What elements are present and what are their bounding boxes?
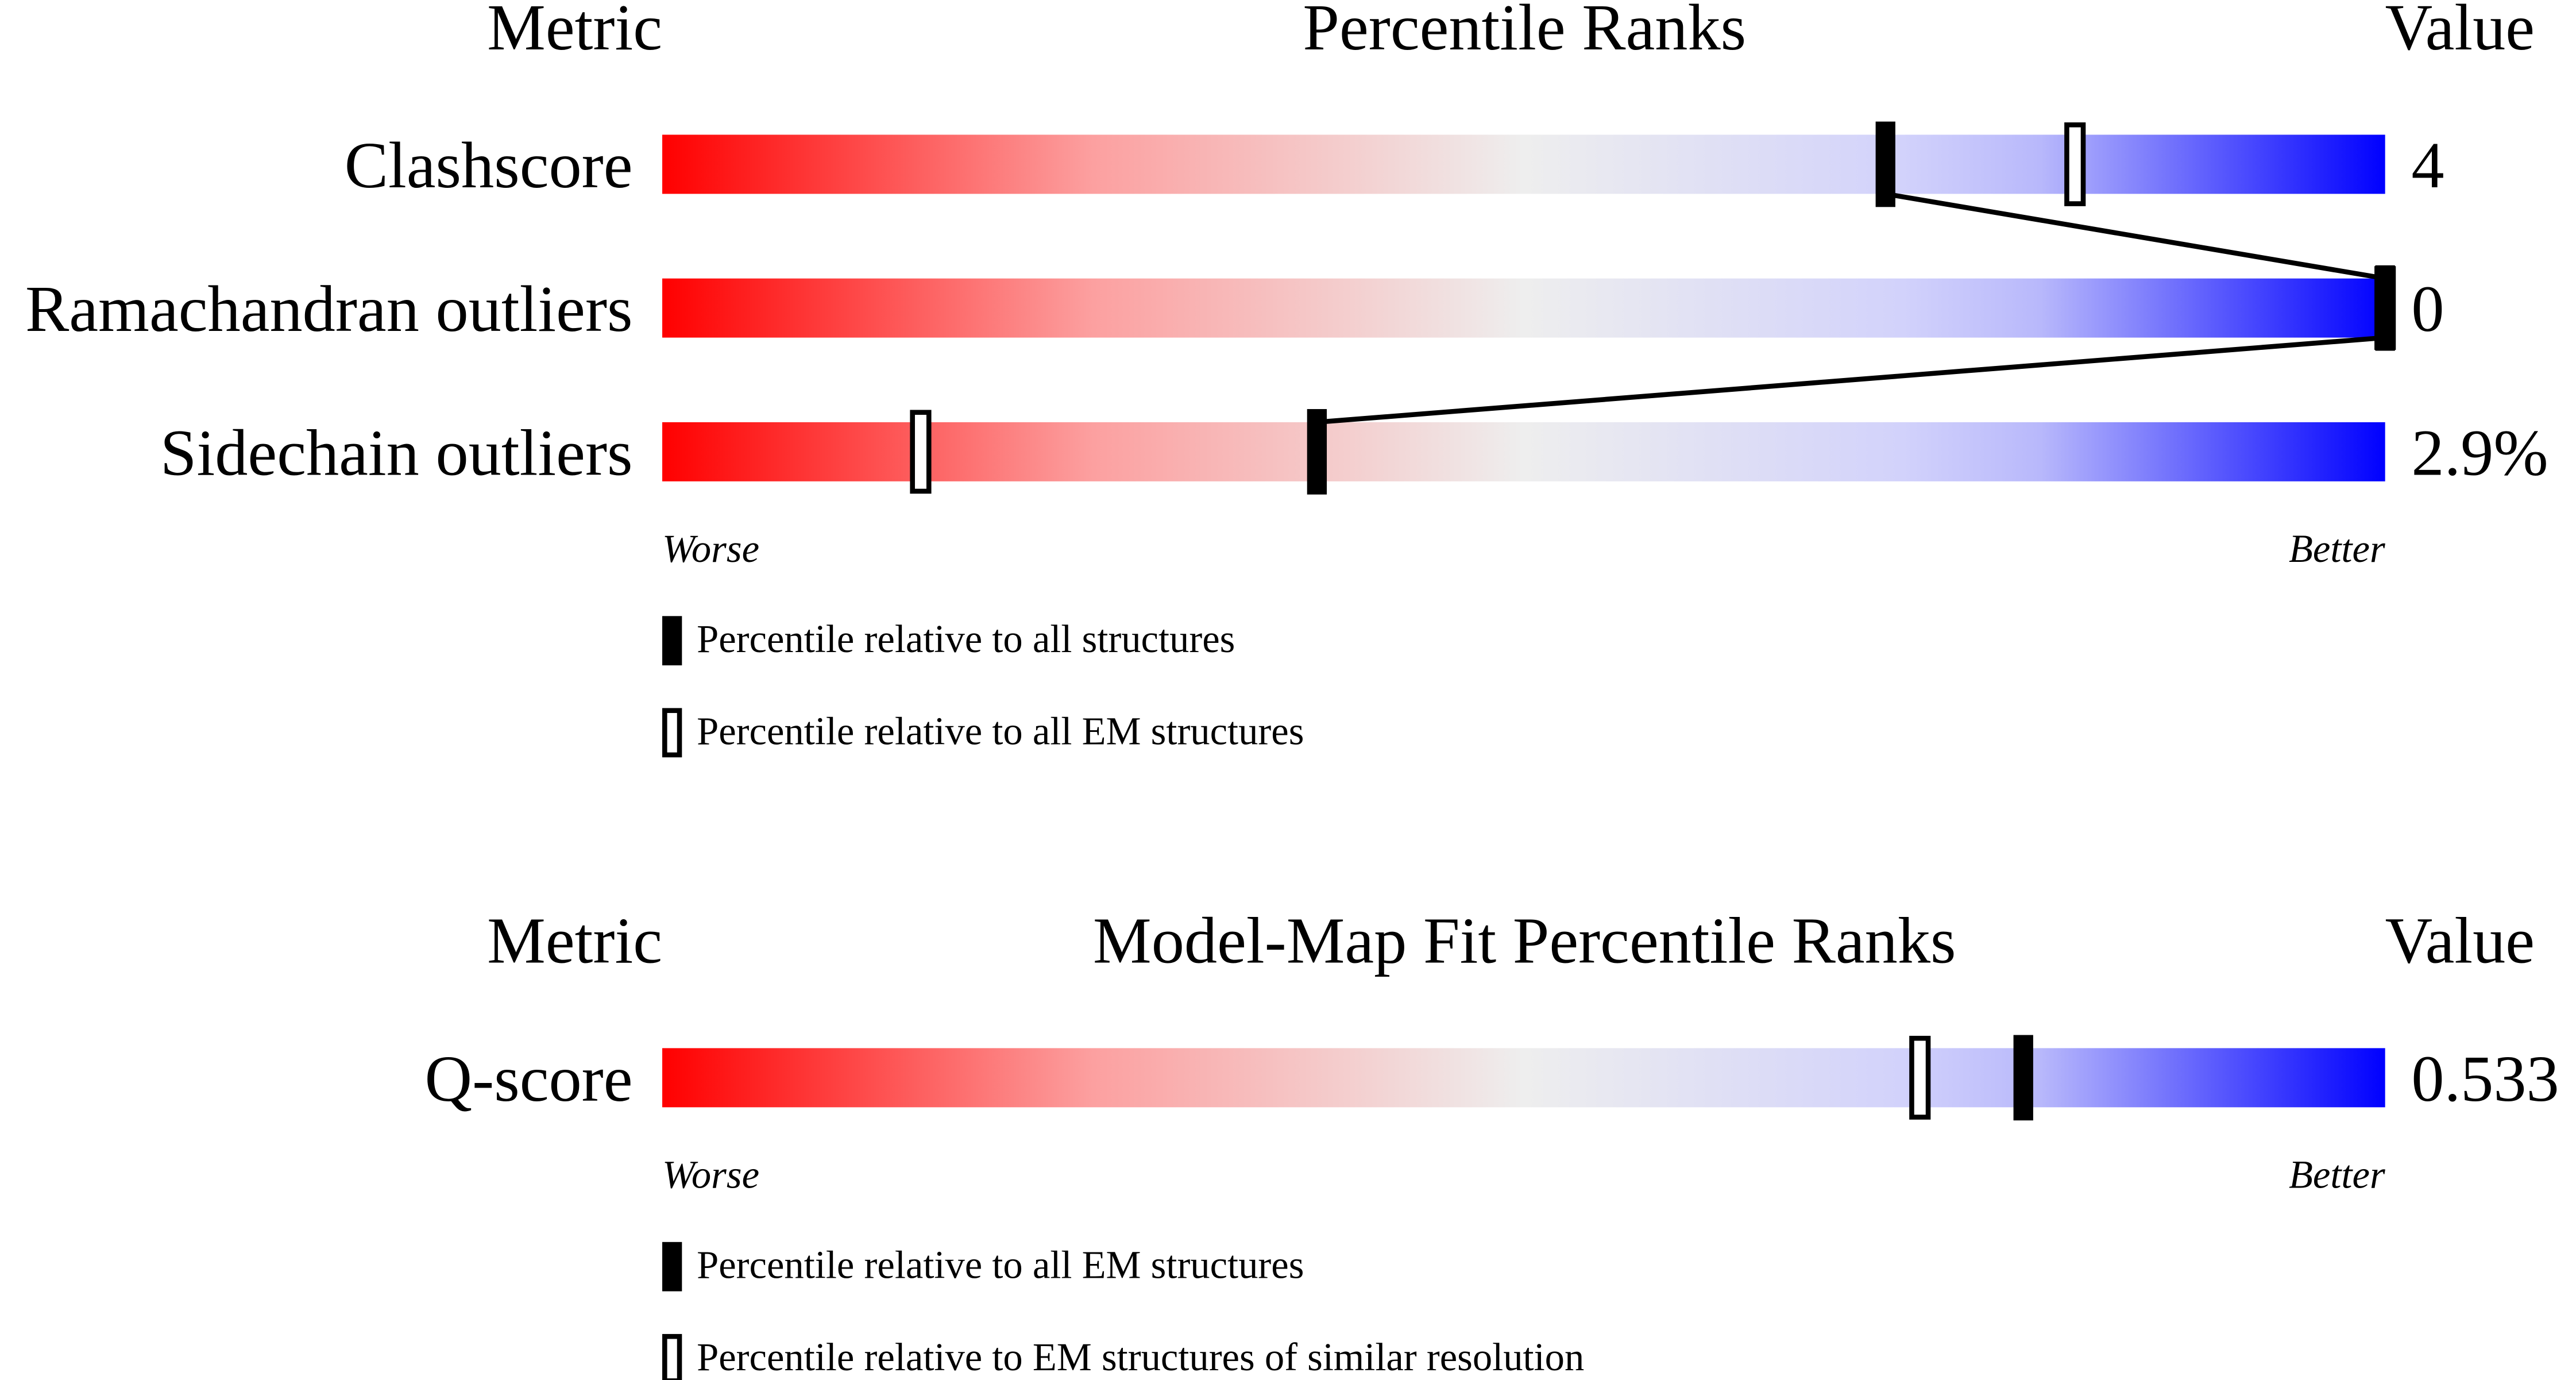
marker-all	[1875, 121, 1895, 207]
marker-em	[2064, 122, 2086, 206]
better-label: Better	[2289, 527, 2385, 570]
header-title: Model-Map Fit Percentile Ranks	[1093, 904, 1956, 977]
legend-label: Percentile relative to all structures	[697, 617, 1235, 661]
marker-all	[1307, 409, 1327, 495]
legend-icon-hollow	[662, 708, 682, 758]
metric-label: Ramachandran outliers	[25, 272, 633, 345]
marker-em	[1909, 1035, 1931, 1120]
marker-all	[2375, 265, 2395, 351]
metric-label: Clashscore	[345, 129, 633, 202]
better-label: Better	[2289, 1152, 2385, 1196]
worse-label: Worse	[662, 1152, 759, 1196]
connector	[1316, 335, 2386, 425]
header-value: Value	[2385, 904, 2535, 977]
marker-em	[910, 410, 932, 494]
worse-label: Worse	[662, 527, 759, 570]
header-value: Value	[2385, 0, 2535, 64]
slider-bar	[662, 134, 2385, 194]
slider-bar	[662, 278, 2385, 338]
legend-label: Percentile relative to all EM structures	[697, 1243, 1304, 1287]
legend-label: Percentile relative to EM structures of …	[697, 1335, 1584, 1379]
legend-icon-hollow	[662, 1333, 682, 1380]
marker-all	[2013, 1035, 2033, 1121]
header-metric: Metric	[487, 904, 662, 977]
metric-value: 0	[2411, 272, 2444, 345]
legend-label: Percentile relative to all EM structures	[697, 709, 1304, 753]
legend-icon-filled	[662, 1242, 682, 1292]
slider-bar	[662, 422, 2385, 481]
connector	[1885, 191, 2386, 281]
header-metric: Metric	[487, 0, 662, 64]
slider-bar	[662, 1048, 2385, 1108]
legend-icon-filled	[662, 616, 682, 666]
header-title: Percentile Ranks	[1303, 0, 1746, 64]
metric-label: Q-score	[425, 1042, 633, 1115]
metric-value: 2.9%	[2411, 416, 2548, 489]
metric-value: 0.533	[2411, 1042, 2559, 1115]
metric-label: Sidechain outliers	[160, 416, 633, 489]
metric-value: 4	[2411, 129, 2444, 202]
